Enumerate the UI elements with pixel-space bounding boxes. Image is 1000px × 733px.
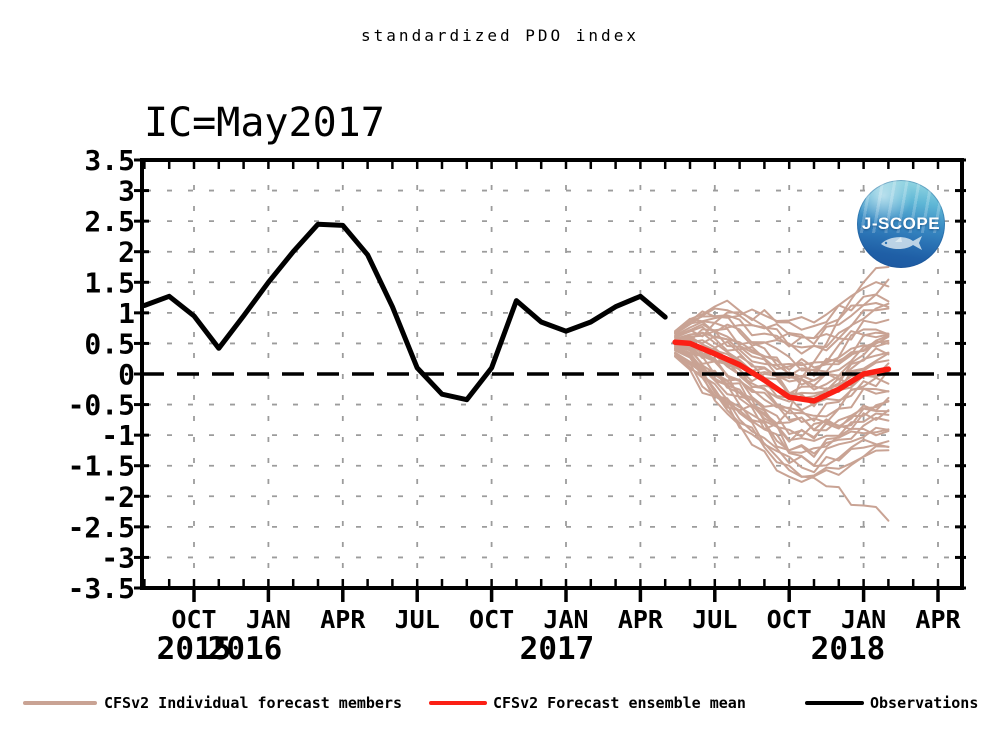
svg-text:2015: 2015 <box>157 631 232 667</box>
svg-text:-2.5: -2.5 <box>68 511 135 544</box>
members-legend-label: CFSv2 Individual forecast members <box>104 694 403 712</box>
svg-text:APR: APR <box>915 605 961 634</box>
observations-line-swatch <box>805 701 864 705</box>
svg-text:0: 0 <box>118 358 135 391</box>
svg-text:0.5: 0.5 <box>84 327 135 360</box>
svg-text:1: 1 <box>118 297 135 330</box>
light-rays-decoration <box>857 180 945 233</box>
legend-item-ensemble-mean: CFSv2 Forecast ensemble mean <box>429 694 759 712</box>
svg-text:1.5: 1.5 <box>84 266 135 299</box>
observations-legend-label: Observations <box>870 694 979 712</box>
svg-text:3.5: 3.5 <box>84 144 135 177</box>
svg-text:2: 2 <box>118 236 135 269</box>
svg-text:-1.5: -1.5 <box>68 450 135 483</box>
initial-condition-label: IC=May2017 <box>144 100 385 146</box>
svg-text:-1: -1 <box>101 419 135 452</box>
chart-title: standardized PDO index <box>361 26 639 45</box>
fish-icon <box>881 236 922 250</box>
svg-text:OCT: OCT <box>469 605 514 634</box>
legend-item-members: CFSv2 Individual forecast members <box>23 694 403 712</box>
svg-text:-2: -2 <box>101 480 135 513</box>
svg-text:JAN: JAN <box>841 605 886 634</box>
ensemble-mean-line-swatch <box>429 701 487 705</box>
svg-text:OCT: OCT <box>171 605 216 634</box>
svg-text:JAN: JAN <box>246 605 291 634</box>
svg-text:APR: APR <box>618 605 664 634</box>
svg-text:2017: 2017 <box>520 631 595 667</box>
jscope-logo-text: J-SCOPE <box>861 214 941 233</box>
svg-text:JAN: JAN <box>543 605 588 634</box>
ensemble-mean-legend-label: CFSv2 Forecast ensemble mean <box>493 694 746 712</box>
svg-text:APR: APR <box>320 605 366 634</box>
legend-item-observations: Observations <box>805 694 995 712</box>
svg-text:-3: -3 <box>101 541 135 574</box>
svg-text:JUL: JUL <box>692 605 737 634</box>
svg-text:2018: 2018 <box>811 631 886 667</box>
svg-text:2.5: 2.5 <box>84 205 135 238</box>
svg-text:-3.5: -3.5 <box>68 572 135 605</box>
svg-text:-0.5: -0.5 <box>68 389 135 422</box>
svg-text:2016: 2016 <box>208 631 283 667</box>
jscope-logo: J-SCOPE <box>857 180 945 268</box>
svg-text:OCT: OCT <box>767 605 812 634</box>
svg-text:3: 3 <box>118 175 135 208</box>
svg-text:JUL: JUL <box>395 605 440 634</box>
members-line-swatch <box>23 701 97 705</box>
